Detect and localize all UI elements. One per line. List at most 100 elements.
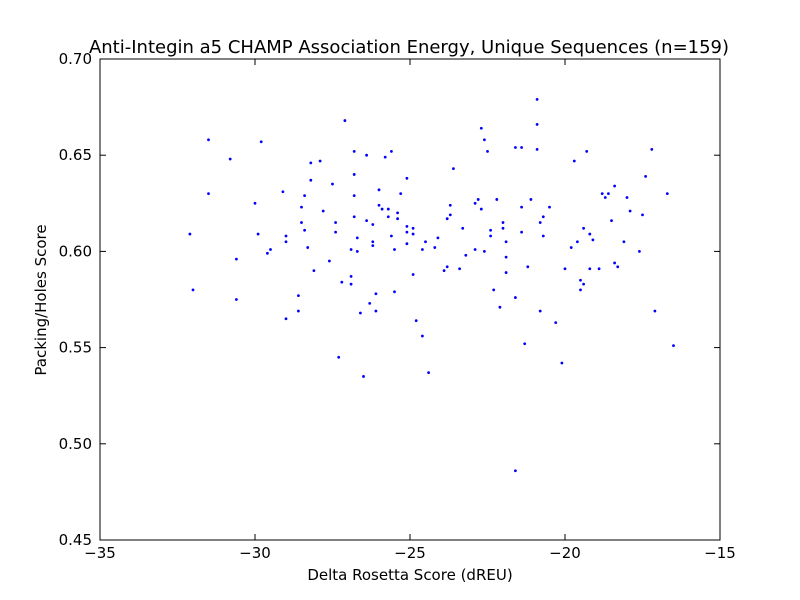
data-point [188,232,192,236]
data-point [535,123,539,126]
data-point [352,149,356,153]
data-point [628,209,632,213]
data-point [445,217,449,221]
data-point [427,371,430,375]
data-point [405,242,409,246]
data-point [309,178,313,182]
data-point [541,215,545,219]
data-point [597,267,601,271]
data-point [405,224,409,228]
data-point [625,196,629,199]
data-point [300,221,303,224]
data-point [411,232,415,236]
data-point [349,275,353,278]
data-point [266,251,269,255]
data-point [390,149,393,153]
data-point [337,355,341,359]
data-point [582,226,585,230]
data-point [365,219,368,223]
data-point [300,205,303,209]
data-point [576,240,579,244]
data-point [603,196,607,199]
data-point [458,267,461,271]
data-point [588,232,592,236]
data-point [591,238,595,242]
data-points [188,98,675,473]
data-point [368,301,372,305]
data-point [359,311,362,315]
data-point [284,240,288,244]
data-point [501,226,505,230]
data-point [396,217,399,221]
data-point [331,182,334,186]
plot-area [99,58,721,541]
data-point [638,250,641,253]
data-point [526,265,530,269]
data-point [572,159,576,163]
data-point [312,269,316,273]
data-point [269,248,272,251]
x-tick-label: −15 [704,544,736,562]
data-point [535,148,539,151]
data-point [253,201,257,205]
data-point [579,288,582,292]
data-point [393,290,396,294]
data-point [520,146,523,149]
data-point [498,305,502,309]
data-point [452,167,455,171]
data-point [405,176,409,180]
data-point [563,267,567,271]
data-point [362,375,365,378]
data-point [616,265,620,269]
data-point [371,244,375,248]
data-point [393,248,396,251]
data-point [489,234,492,238]
data-point [259,140,263,144]
data-point [371,223,375,226]
data-point [476,198,480,201]
data-point [489,228,492,232]
data-point [405,230,409,234]
data-point [297,309,300,313]
data-point [613,184,616,188]
chart-title: Anti-Integin a5 CHAMP Association Energy… [89,37,729,58]
data-point [340,280,344,284]
data-point [585,149,589,153]
data-point [318,159,322,163]
axis-ticks: −35 −30 −25 −20 −15 0.45 0.50 0.55 0.60 0.65 0.70 [59,50,736,562]
data-point [411,226,415,230]
data-point [473,201,477,205]
data-point [486,149,489,153]
y-tick-label: 0.55 [59,339,92,357]
data-point [396,211,399,215]
data-point [538,309,542,313]
data-point [622,240,626,244]
data-point [436,236,440,240]
data-point [303,228,306,232]
data-point [644,174,647,178]
data-point [448,213,452,217]
data-point [386,215,390,219]
data-point [390,234,393,238]
data-point [641,213,644,217]
data-point [582,282,585,286]
data-point [284,234,288,238]
data-point [588,267,592,271]
data-point [321,209,325,213]
data-point [281,190,285,194]
data-point [207,192,210,196]
data-point [514,296,517,299]
data-point [207,138,210,142]
data-point [613,261,616,265]
data-point [579,278,582,282]
data-point [399,192,403,196]
data-point [607,192,610,196]
data-point [560,361,564,365]
data-point [464,253,468,257]
data-point [520,230,523,234]
x-tick-label: −30 [239,544,271,562]
data-point [483,138,486,142]
data-point [492,288,496,292]
data-point [349,248,353,251]
